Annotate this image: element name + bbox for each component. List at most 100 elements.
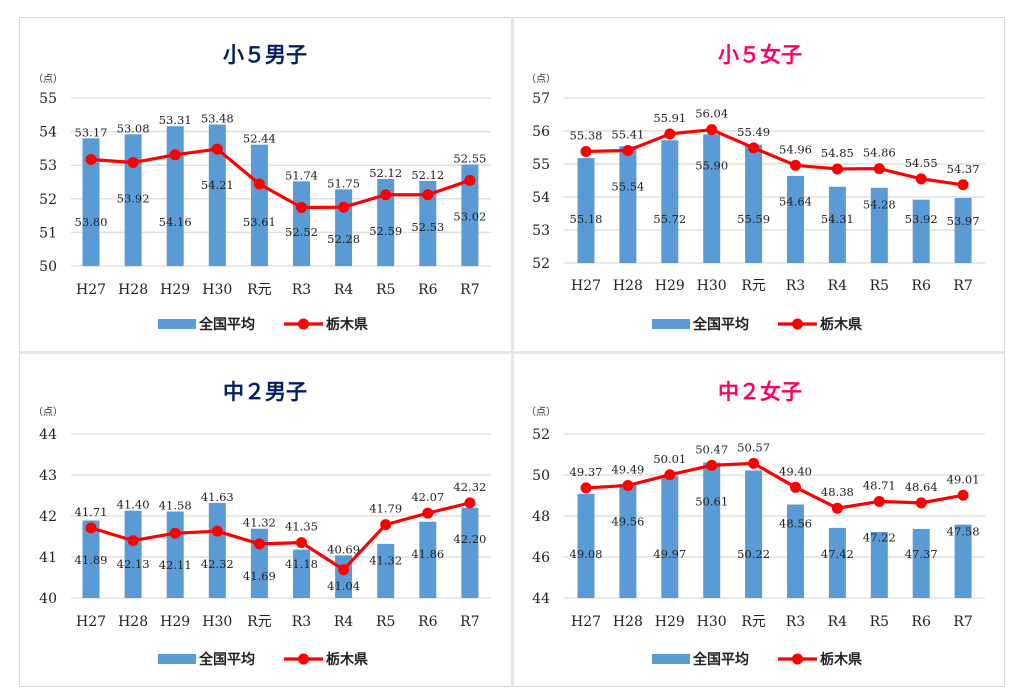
x-tick-label: H28 [118, 614, 148, 630]
legend-label-tochigi: 栃木県 [820, 316, 862, 333]
legend-swatch-national [158, 319, 196, 329]
point-tochigi [464, 174, 476, 186]
chart-title: 中２女子 [718, 380, 802, 404]
y-tick-label: 40 [39, 591, 57, 607]
y-axis-unit: （点） [33, 406, 63, 418]
bar-national-average [787, 175, 804, 263]
x-tick-label: H30 [697, 278, 727, 294]
bar-national-average [82, 138, 100, 266]
point-tochigi [127, 535, 139, 547]
y-tick-label: 52 [39, 192, 57, 208]
point-tochigi [957, 179, 969, 191]
x-tick-label: R6 [911, 278, 931, 294]
point-tochigi [580, 482, 592, 494]
point-tochigi [380, 189, 392, 201]
y-tick-label: 42 [39, 509, 57, 525]
data-label-national: 42.20 [453, 532, 486, 546]
legend-label-tochigi: 栃木県 [326, 651, 368, 668]
data-label-national: 41.04 [327, 579, 360, 593]
y-tick-label: 46 [532, 550, 550, 566]
x-tick-label: H30 [202, 614, 232, 630]
x-tick-label: H30 [697, 614, 727, 630]
bar-national-average [619, 146, 637, 263]
data-label-national: 54.64 [779, 194, 812, 208]
data-label-national: 47.58 [947, 524, 980, 538]
x-tick-label: H29 [160, 614, 190, 630]
y-tick-label: 54 [532, 190, 550, 206]
legend-label-national: 全国平均 [198, 651, 255, 668]
x-tick-label: H29 [160, 282, 190, 298]
horizontal-divider [19, 351, 1005, 354]
x-tick-label: R6 [418, 614, 438, 630]
point-tochigi [380, 519, 392, 531]
data-label-tochigi: 52.12 [411, 168, 444, 182]
data-label-national: 53.92 [117, 192, 150, 206]
bar-national-average [828, 527, 846, 598]
point-tochigi [831, 502, 843, 514]
point-tochigi [211, 143, 223, 155]
data-label-national: 54.31 [821, 212, 854, 226]
line-tochigi [90, 501, 471, 572]
data-label-national: 55.90 [695, 159, 728, 173]
bar-national-average [745, 144, 763, 263]
data-label-national: 49.56 [611, 514, 644, 528]
y-tick-label: 44 [39, 427, 57, 443]
data-label-tochigi: 40.69 [327, 542, 360, 556]
y-axis-unit: （点） [526, 406, 556, 418]
bar-national-average [661, 475, 679, 598]
y-tick-label: 55 [532, 157, 550, 173]
bar-national-average [703, 462, 721, 598]
data-label-tochigi: 52.55 [453, 152, 486, 166]
data-label-tochigi: 50.01 [653, 452, 686, 466]
legend-swatch-tochigi-marker [792, 318, 803, 330]
data-label-national: 54.28 [863, 198, 896, 212]
line-tochigi [585, 461, 964, 510]
x-tick-label: R元 [247, 282, 272, 298]
data-label-tochigi: 48.38 [821, 485, 854, 499]
bar-national-average [377, 178, 395, 266]
bar-national-average [577, 158, 595, 263]
y-tick-label: 41 [39, 550, 57, 566]
legend-label-national: 全国平均 [198, 316, 255, 333]
data-label-tochigi: 41.79 [369, 502, 402, 516]
bar-national-average [166, 126, 184, 266]
point-tochigi [748, 142, 760, 154]
bar-national-average [82, 520, 100, 598]
data-label-national: 53.97 [947, 214, 980, 228]
point-tochigi [873, 495, 885, 507]
data-label-tochigi: 49.49 [611, 462, 644, 476]
data-label-tochigi: 55.49 [737, 125, 770, 139]
x-tick-label: R3 [292, 614, 311, 630]
data-label-national: 50.22 [737, 547, 770, 561]
bar-national-average [208, 124, 226, 266]
y-axis-unit: （点） [526, 73, 556, 85]
x-tick-label: R4 [828, 614, 848, 630]
bar-national-average [703, 134, 721, 263]
point-tochigi [296, 537, 307, 549]
data-label-national: 52.59 [369, 224, 402, 238]
x-tick-label: R3 [292, 282, 311, 298]
y-tick-label: 44 [532, 591, 550, 607]
x-tick-label: R5 [376, 614, 395, 630]
data-label-national: 54.21 [201, 178, 234, 192]
x-tick-label: H28 [613, 278, 643, 294]
bar-national-average [461, 164, 479, 266]
x-tick-label: H27 [571, 278, 601, 294]
bar-national-average [745, 470, 763, 598]
x-tick-label: R4 [334, 282, 354, 298]
data-label-national: 53.80 [75, 215, 108, 229]
data-label-national: 52.53 [411, 220, 444, 234]
point-tochigi [664, 128, 676, 140]
data-label-national: 41.69 [243, 569, 276, 583]
x-tick-label: R4 [334, 614, 354, 630]
data-label-tochigi: 53.08 [117, 121, 150, 135]
data-label-national: 53.92 [905, 212, 938, 226]
legend-label-tochigi: 栃木県 [820, 651, 862, 668]
bar-national-average [335, 189, 353, 266]
point-tochigi [915, 173, 927, 185]
x-tick-label: R6 [911, 614, 931, 630]
point-tochigi [748, 457, 760, 469]
x-tick-label: H28 [118, 282, 148, 298]
point-tochigi [169, 527, 181, 539]
